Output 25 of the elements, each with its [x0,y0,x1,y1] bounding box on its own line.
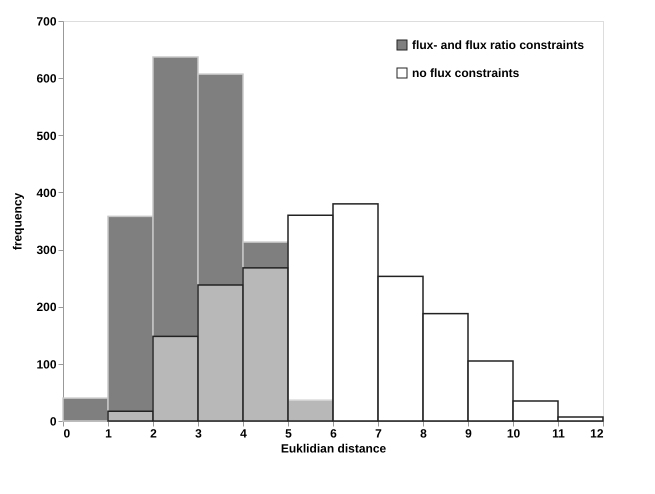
y-tick-label: 600 [36,72,57,86]
legend-label: flux- and flux ratio constraints [412,38,584,52]
y-tick-label: 500 [36,128,57,143]
y-tick-label: 0 [50,414,57,428]
y-tick-label: 300 [36,243,57,258]
y-tick-label: 200 [36,300,57,314]
x-tick-label: 11 [552,426,566,440]
x-tick-label: 10 [506,426,520,440]
x-tick-label: 7 [375,426,382,440]
x-tick-label: 1 [105,426,112,440]
y-tick-label: 100 [36,357,57,372]
y-tick-label: 400 [36,186,57,200]
x-tick-label: 3 [195,426,202,440]
x-tick-label: 9 [465,426,472,440]
x-tick-label: 5 [285,426,292,440]
y-axis-title: frequency [10,192,24,250]
x-tick-label: 0 [64,426,70,440]
x-axis-title: Euklidian distance [280,442,386,456]
x-tick-label: 12 [590,426,604,440]
x-tick-label: 2 [150,426,158,440]
legend-label: no flux constraints [412,66,520,80]
x-tick-label: 4 [240,426,248,440]
y-tick-label: 700 [36,14,57,28]
x-tick-label: 6 [330,426,338,440]
x-tick-label: 8 [420,426,428,440]
